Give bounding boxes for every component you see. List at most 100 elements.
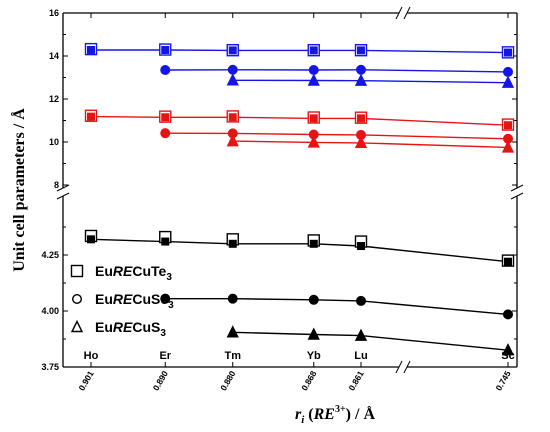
data-point-filled (357, 242, 365, 251)
series-black-triangle (226, 325, 515, 356)
x-axis-label: ri (RE3+) / Å (295, 404, 375, 426)
data-point-filled (228, 46, 237, 55)
data-point (307, 73, 320, 86)
top-axis-break-a (395, 6, 403, 20)
data-point (503, 309, 514, 320)
y-tick-label: 3.75 (41, 362, 59, 372)
category-label: Yb (307, 350, 321, 362)
data-point-filled (87, 45, 95, 54)
series-group (84, 42, 515, 356)
series-line (165, 298, 509, 316)
data-point (501, 75, 515, 88)
x-tick-label: 0.745 (493, 369, 512, 393)
category-labels: Ho Er Tm Yb Lu Sc (84, 350, 515, 362)
y-tick-label: 12 (49, 94, 59, 104)
series-line (165, 69, 509, 73)
legend-label: EuRECuS3 (95, 319, 166, 339)
category-label: Tm (225, 350, 242, 362)
series-blue-square (84, 42, 515, 59)
y-tick-label: 14 (49, 51, 59, 61)
x-tick-label: 0.868 (299, 369, 318, 393)
series-line (91, 49, 509, 54)
data-point (354, 135, 368, 149)
data-point (226, 134, 239, 147)
data-point-filled (87, 235, 95, 244)
y-tick-label: 4.00 (41, 306, 59, 316)
data-point (160, 293, 171, 304)
series-blue-circle (160, 64, 514, 77)
data-point (307, 327, 320, 340)
y-tick-label: 4.25 (41, 250, 59, 260)
y-axis-break-a (56, 184, 70, 192)
category-label: Er (159, 350, 171, 362)
data-point (356, 64, 367, 75)
series-black-square (84, 229, 515, 267)
x-tick-label: 0.901 (76, 369, 95, 393)
category-label: Sc (501, 350, 514, 362)
data-point (308, 294, 319, 305)
y-tick-label: 8 (54, 180, 59, 190)
legend-marker-circle (71, 294, 82, 305)
x-tick-label: 0.890 (151, 369, 170, 393)
data-point (160, 128, 171, 139)
y-tick-label: 16 (49, 8, 59, 18)
x-tick-label: 0.861 (346, 369, 365, 393)
data-point-filled (357, 46, 365, 55)
series-line (232, 79, 509, 84)
data-point-filled (309, 114, 318, 123)
series-line (165, 132, 509, 140)
data-point-filled (161, 113, 170, 122)
legend-marker-square (70, 264, 84, 278)
y-ticks: 8 10 12 14 16 3.75 4.00 4.25 (41, 8, 517, 372)
data-point (503, 66, 514, 77)
plot-frame (56, 6, 524, 374)
legend-label: EuRECuTe3 (95, 263, 172, 283)
data-point-filled (309, 46, 318, 55)
series-line (232, 140, 509, 149)
data-point (160, 64, 171, 75)
series-line (90, 115, 509, 126)
y-tick-label: 10 (49, 137, 59, 147)
data-point (501, 140, 515, 153)
data-point-filled (309, 239, 318, 248)
data-point (307, 135, 320, 148)
legend-marker-triangle (70, 319, 84, 333)
data-point-filled (228, 239, 237, 248)
right-axis-break-b (510, 192, 524, 200)
y-axis-label: Unit cell parameters / Å (10, 108, 28, 272)
data-point-filled (504, 257, 512, 266)
data-point (501, 343, 515, 356)
data-point (354, 73, 368, 86)
series-red-circle (160, 128, 514, 144)
category-label: Lu (354, 350, 367, 362)
data-point (354, 328, 368, 341)
y-axis-break-b (56, 192, 70, 200)
legend: EuRECuTe3 EuRECuSe3 EuRECuS3 (70, 263, 174, 339)
series-red-triangle (226, 134, 515, 153)
data-point (227, 293, 238, 304)
data-point (227, 64, 238, 75)
x-axis-break-b (403, 360, 411, 374)
category-label: Ho (84, 350, 99, 362)
data-point-filled (357, 114, 365, 123)
data-point-filled (228, 113, 237, 122)
data-point-filled (161, 237, 170, 246)
data-point-filled (504, 48, 512, 57)
data-point (226, 325, 239, 338)
data-point (226, 73, 239, 86)
series-red-square (84, 109, 515, 131)
x-tick-label: 0.880 (218, 369, 237, 393)
x-axis-break-a (395, 360, 403, 374)
data-point-filled (87, 112, 95, 121)
axis-labels: Unit cell parameters / Å ri (RE3+) / Å (10, 108, 375, 426)
right-axis-break-a (510, 184, 524, 192)
series-black-circle (160, 293, 514, 320)
top-axis-break-b (403, 6, 411, 20)
data-point (308, 64, 319, 75)
data-point-filled (504, 121, 512, 130)
series-blue-triangle (226, 73, 515, 88)
data-point-filled (161, 45, 170, 54)
legend-label: EuRECuSe3 (95, 291, 174, 311)
series-line (90, 238, 509, 263)
